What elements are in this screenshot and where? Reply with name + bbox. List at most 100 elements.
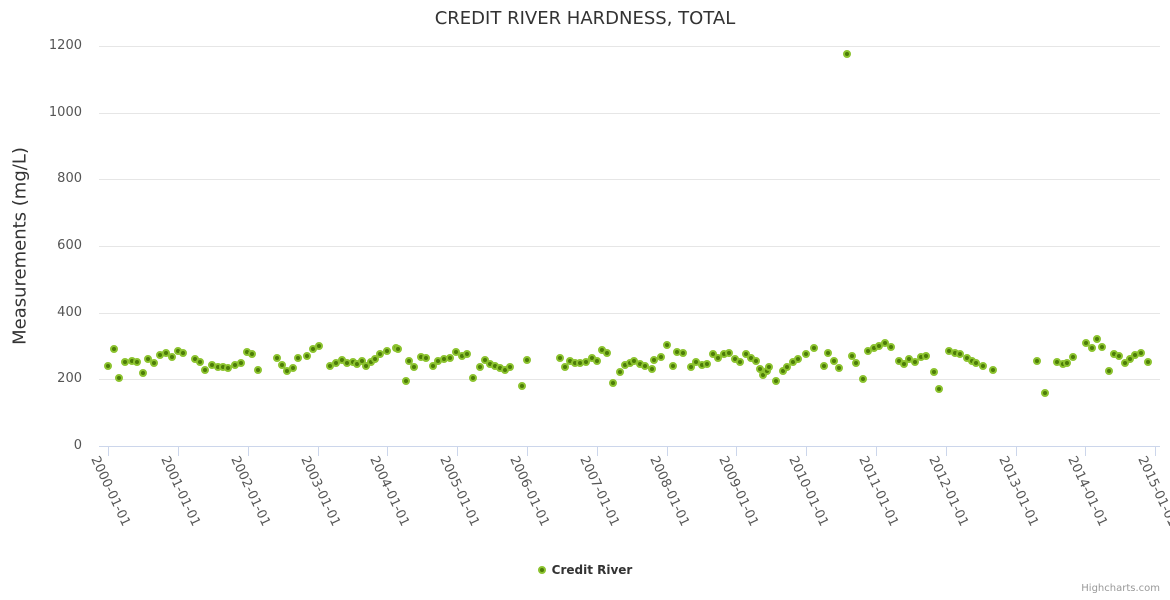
data-point[interactable] <box>236 358 245 367</box>
data-point[interactable] <box>223 363 232 372</box>
data-point[interactable] <box>370 354 379 363</box>
data-point[interactable] <box>1098 342 1107 351</box>
data-point[interactable] <box>149 358 158 367</box>
data-point[interactable] <box>847 351 856 360</box>
data-point[interactable] <box>523 355 531 364</box>
data-point[interactable] <box>819 361 828 370</box>
data-point[interactable] <box>834 363 843 372</box>
data-point[interactable] <box>1082 338 1091 347</box>
data-point[interactable] <box>809 343 818 352</box>
data-point[interactable] <box>421 353 430 362</box>
data-point[interactable] <box>758 370 767 379</box>
data-point[interactable] <box>1093 334 1102 343</box>
data-point[interactable] <box>608 378 617 387</box>
data-point[interactable] <box>929 367 938 376</box>
data-point[interactable] <box>405 356 414 365</box>
data-point[interactable] <box>793 354 802 363</box>
data-point[interactable] <box>858 374 867 383</box>
data-point[interactable] <box>114 373 123 382</box>
data-point[interactable] <box>823 348 832 357</box>
data-point[interactable] <box>886 342 895 351</box>
data-point[interactable] <box>382 346 391 355</box>
data-point[interactable] <box>978 361 987 370</box>
data-point[interactable] <box>714 353 723 362</box>
data-point[interactable] <box>1121 358 1130 367</box>
data-point[interactable] <box>375 349 384 358</box>
data-point[interactable] <box>393 344 402 353</box>
data-point[interactable] <box>555 353 564 362</box>
data-point[interactable] <box>294 353 303 362</box>
data-point[interactable] <box>581 357 590 366</box>
data-point[interactable] <box>201 365 210 374</box>
data-point[interactable] <box>560 362 569 371</box>
data-point[interactable] <box>1068 353 1077 362</box>
data-point[interactable] <box>911 357 920 366</box>
data-point[interactable] <box>139 368 148 377</box>
data-point[interactable] <box>1105 366 1114 375</box>
data-point[interactable] <box>1063 358 1072 367</box>
data-point[interactable] <box>132 357 141 366</box>
data-point[interactable] <box>428 361 437 370</box>
x-axis-tick <box>1085 446 1087 456</box>
data-point[interactable] <box>446 353 455 362</box>
data-point[interactable] <box>703 359 712 368</box>
data-point[interactable] <box>647 364 656 373</box>
data-point[interactable] <box>1114 351 1123 360</box>
data-point[interactable] <box>109 344 118 353</box>
data-point[interactable] <box>1144 357 1153 366</box>
data-point[interactable] <box>518 381 527 390</box>
data-point[interactable] <box>1125 354 1134 363</box>
data-point[interactable] <box>1040 388 1049 397</box>
data-point[interactable] <box>303 351 312 360</box>
data-point[interactable] <box>1137 348 1146 357</box>
data-point[interactable] <box>357 356 366 365</box>
data-point[interactable] <box>668 361 677 370</box>
data-point[interactable] <box>802 349 811 358</box>
data-point[interactable] <box>401 376 410 385</box>
data-point[interactable] <box>248 349 257 358</box>
legend-item-credit-river[interactable]: Credit River <box>537 563 632 577</box>
data-point[interactable] <box>852 358 861 367</box>
data-point[interactable] <box>315 341 324 350</box>
data-point[interactable] <box>934 385 943 393</box>
data-point[interactable] <box>724 348 733 357</box>
data-point[interactable] <box>615 367 624 376</box>
data-point[interactable] <box>469 373 478 382</box>
x-axis-tick-label: 2012-01-01 <box>925 454 971 529</box>
highcharts-credits-link[interactable]: Highcharts.com <box>1081 583 1160 594</box>
data-point[interactable] <box>476 362 485 371</box>
data-point[interactable] <box>409 362 418 371</box>
data-point[interactable] <box>663 340 672 349</box>
data-point[interactable] <box>361 361 370 370</box>
data-point[interactable] <box>782 362 791 371</box>
data-point[interactable] <box>195 357 204 366</box>
data-point[interactable] <box>772 376 781 385</box>
data-point[interactable] <box>104 361 113 370</box>
data-point[interactable] <box>735 357 744 366</box>
y-axis-tick-label: 400 <box>57 304 82 320</box>
data-point[interactable] <box>687 362 696 371</box>
data-point[interactable] <box>462 349 471 358</box>
data-point[interactable] <box>506 362 515 371</box>
data-point[interactable] <box>253 365 262 374</box>
data-point[interactable] <box>602 348 611 357</box>
data-point[interactable] <box>167 352 176 361</box>
data-point[interactable] <box>278 360 287 369</box>
data-point[interactable] <box>765 362 774 371</box>
data-point[interactable] <box>842 50 851 59</box>
data-point[interactable] <box>899 359 908 368</box>
data-point[interactable] <box>1088 343 1097 352</box>
data-point[interactable] <box>830 356 839 365</box>
data-point[interactable] <box>956 349 965 358</box>
data-point[interactable] <box>657 352 665 361</box>
data-point[interactable] <box>273 353 282 362</box>
data-point[interactable] <box>1033 356 1042 365</box>
data-point[interactable] <box>592 356 601 365</box>
data-point[interactable] <box>289 363 298 372</box>
data-point[interactable] <box>921 351 930 360</box>
data-point[interactable] <box>751 356 760 365</box>
data-point[interactable] <box>178 348 187 357</box>
y-axis-tick-label: 1000 <box>48 104 82 120</box>
data-point[interactable] <box>679 348 688 357</box>
data-point[interactable] <box>988 365 997 374</box>
